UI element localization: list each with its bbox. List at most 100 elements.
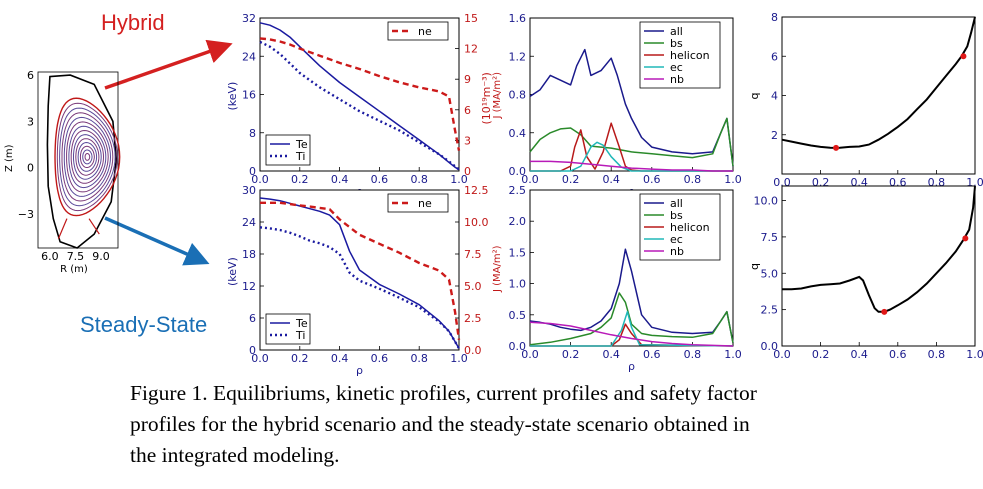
kinetic-steady-xtick-label: 0.2: [291, 352, 309, 365]
current-hybrid-ytick-label: 0.4: [509, 127, 527, 140]
current-hybrid-legend-label-bs: bs: [670, 37, 683, 50]
equilibrium-xtick-label: 6.0: [41, 250, 59, 263]
current-steady-series-bs: [529, 292, 734, 346]
kinetic-steady-series-Ti: [259, 226, 461, 350]
flux-surface: [79, 145, 95, 168]
kinetic-steady-xtick-label: 0.0: [251, 352, 269, 365]
current-hybrid-xtick-label: 0.2: [562, 173, 580, 186]
kinetic-hybrid-ylabel-right: (10¹⁹m⁻³): [480, 72, 493, 124]
current-steady-legend-label-bs: bs: [670, 209, 683, 222]
divertor-leg: [57, 218, 68, 239]
kinetic-steady-ytick-label: 0: [249, 344, 256, 357]
kinetic-steady-ytick-label: 18: [242, 248, 256, 261]
current-hybrid-ytick-label: 0.0: [509, 165, 527, 178]
q-hybrid-plot-frame: [781, 16, 976, 175]
q-hybrid-ytick-label: 2: [771, 129, 778, 142]
kinetic-steady-ytick-right-label: 7.5: [464, 248, 482, 261]
kinetic-hybrid-xtick-label: 0.8: [410, 173, 428, 186]
kinetic-steady-ne-legend-box: [387, 193, 449, 213]
kinetic-hybrid-ytick-right-label: 15: [464, 12, 478, 25]
q-steady-ytick-label: 7.5: [761, 231, 779, 244]
kinetic-steady-ytick-label: 6: [249, 312, 256, 325]
kinetic-steady-ytick-label: 30: [242, 184, 256, 197]
kinetic-steady-series-Te: [259, 197, 460, 349]
flux-surface: [73, 134, 102, 180]
kinetic-hybrid-ylabel: (keV): [226, 82, 239, 111]
flux-surface: [75, 138, 100, 176]
caption-line-3: the integrated modeling.: [130, 443, 340, 467]
current-steady-xtick-label: 0.6: [643, 348, 661, 361]
current-steady-xtick-label: 0.0: [521, 348, 539, 361]
kinetic-hybrid-ytick-right-label: 0: [464, 165, 471, 178]
kinetic-steady-ytick-label: 24: [242, 216, 256, 229]
q-hybrid-ytick-label: 6: [771, 50, 778, 63]
q-steady-plot-frame: [781, 185, 976, 347]
q-hybrid-marker-1: [960, 53, 967, 60]
q-steady-ytick-label: 0.0: [761, 340, 779, 353]
kinetic-steady-xtick-label: 1.0: [450, 352, 468, 365]
q-steady-xtick-label: 0.4: [850, 348, 868, 361]
current-hybrid-legend-label-helicon: helicon: [670, 49, 710, 62]
current-steady-legend-label-helicon: helicon: [670, 221, 710, 234]
equilibrium-xtick-label: 7.5: [67, 250, 85, 263]
current-hybrid-xtick-label: 1.0: [724, 173, 742, 186]
kinetic-hybrid-ytick-label: 0: [249, 165, 256, 178]
caption-line-1: Figure 1. Equilibriums, kinetic profiles…: [130, 381, 757, 405]
kinetic-hybrid-xtick-label: 0.6: [371, 173, 389, 186]
flux-surface: [68, 125, 107, 189]
caption-line-2: profiles for the hybrid scenario and the…: [130, 412, 750, 436]
kinetic-hybrid-xtick-label: 0.0: [251, 173, 269, 186]
kinetic-hybrid-series-ne: [259, 37, 461, 151]
q-hybrid-ylabel: q: [748, 93, 761, 100]
steady-state-arrow: [104, 216, 210, 266]
current-hybrid-xtick-label: 0.4: [602, 173, 620, 186]
kinetic-hybrid-ne-legend-label-ne: ne: [418, 25, 432, 38]
equilibrium-wall: [46, 74, 118, 249]
kinetic-hybrid-ytick-label: 24: [242, 50, 256, 63]
current-steady-ytick-label: 1.0: [509, 278, 527, 291]
q-hybrid-ytick-label: 8: [771, 11, 778, 24]
q-steady-xtick-label: 0.0: [773, 348, 791, 361]
kinetic-steady-ylabel: (keV): [226, 257, 239, 286]
current-steady-xtick-label: 0.4: [602, 348, 620, 361]
current-hybrid-series-nb: [530, 160, 733, 172]
current-steady-legend-label-all: all: [670, 197, 683, 210]
kinetic-steady-xtick-label: 0.8: [410, 352, 428, 365]
current-hybrid-xtick-label: 0.6: [643, 173, 661, 186]
flux-surface: [70, 129, 105, 184]
kinetic-steady-ytick-right-label: 2.5: [464, 312, 482, 325]
kinetic-steady-ne-legend-label-ne: ne: [418, 197, 432, 210]
current-steady-ytick-label: 0.0: [509, 340, 527, 353]
equilibrium-ytick-label: −3: [18, 208, 34, 221]
flux-surface: [54, 97, 121, 217]
kinetic-hybrid-ytick-label: 8: [249, 127, 256, 140]
current-hybrid-ytick-label: 0.8: [509, 89, 527, 102]
equilibrium-ylabel: Z (m): [4, 144, 15, 172]
equilibrium-ytick-label: 0: [27, 162, 34, 175]
current-steady-series-all: [529, 248, 734, 344]
equilibrium-xlabel: R (m): [60, 264, 88, 275]
kinetic-hybrid-xtick-label: 0.2: [291, 173, 309, 186]
equilibrium-ytick-label: 3: [27, 115, 34, 128]
kinetic-hybrid-ytick-label: 16: [242, 89, 256, 102]
kinetic-hybrid-ytick-right-label: 3: [464, 134, 471, 147]
kinetic-steady-series-ne: [260, 201, 461, 340]
current-hybrid-xtick-label: 0.0: [521, 173, 539, 186]
q-steady-ytick-label: 2.5: [761, 304, 779, 317]
flux-surface: [61, 112, 114, 202]
kinetic-steady-te-legend-box: [265, 313, 311, 345]
q-steady-marker-0: [881, 308, 888, 315]
current-hybrid-xtick-label: 0.8: [684, 173, 702, 186]
current-steady-legend-label-nb: nb: [670, 245, 684, 258]
kinetic-steady-ytick-right-label: 12.5: [464, 184, 489, 197]
kinetic-steady-te-legend-label-Ti: Ti: [295, 329, 305, 342]
current-steady-ytick-label: 2.5: [509, 184, 527, 197]
flux-surface: [56, 102, 118, 212]
current-steady-legend-label-ec: ec: [670, 233, 683, 246]
kinetic-hybrid-ytick-label: 32: [242, 12, 256, 25]
current-steady-ytick-label: 0.5: [509, 309, 527, 322]
current-hybrid-ytick-label: 1.6: [509, 12, 527, 25]
flux-surface: [66, 121, 109, 193]
kinetic-steady-xtick-label: 0.4: [331, 352, 349, 365]
